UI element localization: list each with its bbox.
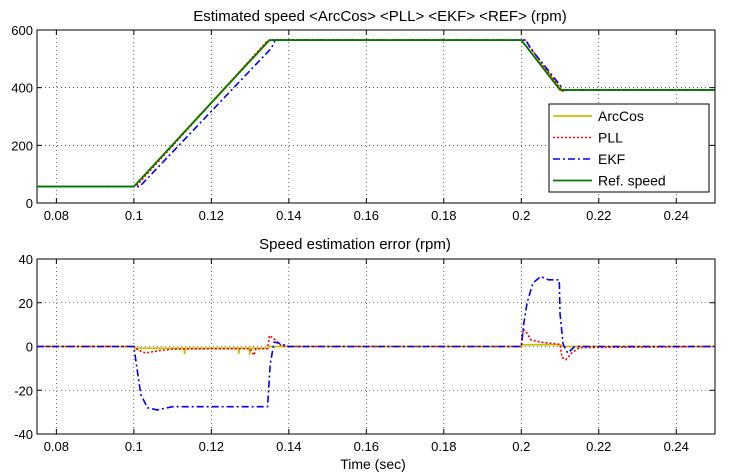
legend: ArcCos PLL EKF Ref. speed [548,103,710,193]
error-ytick-label: -20 [14,383,33,398]
speed-xtick-label: 0.16 [354,208,379,223]
error-ytick-label: -40 [14,427,33,442]
legend-label: Ref. speed [598,173,666,189]
speed-plot: Estimated speed <ArcCos> <PLL> <EKF> <RE… [11,8,716,223]
error-ytick-label: 0 [26,340,33,355]
error-xtick-label: 0.1 [125,439,143,454]
legend-label: EKF [598,151,625,167]
speed-ytick-label: 200 [11,138,33,153]
error-ytick-label: 20 [19,296,33,311]
error-xtick-label: 0.22 [586,439,611,454]
error-series-ekf [37,275,715,411]
speed-ytick-label: 400 [11,81,33,96]
error-plot-title: Speed estimation error (rpm) [259,236,451,253]
error-xtick-label: 0.24 [664,439,689,454]
error-xtick-label: 0.16 [354,439,379,454]
speed-plot-frame [36,29,716,204]
legend-label: PLL [598,130,623,146]
x-axis-label: Time (sec) [340,456,406,472]
speed-xtick-label: 0.24 [664,208,689,223]
error-xtick-label: 0.08 [44,439,69,454]
speed-series-ref-speed [37,39,715,188]
error-xtick-label: 0.12 [199,439,224,454]
speed-xtick-label: 0.22 [586,208,611,223]
speed-xtick-label: 0.14 [276,208,301,223]
error-plot: Speed estimation error (rpm) 0.08 0.1 0.12… [14,236,716,472]
legend-box [548,103,710,193]
speed-ytick-label: 600 [11,23,33,38]
error-xtick-label: 0.14 [276,439,301,454]
error-series-pll [37,328,716,361]
error-ytick-label: 40 [19,252,33,267]
legend-label: ArcCos [598,108,644,124]
speed-ytick-label: 0 [26,196,33,211]
error-xtick-label: 0.18 [431,439,456,454]
speed-xtick-label: 0.1 [125,208,143,223]
speed-plot-title: Estimated speed <ArcCos> <PLL> <EKF> <RE… [193,8,567,25]
speed-xtick-label: 0.2 [512,208,530,223]
speed-xtick-label: 0.08 [44,208,69,223]
speed-xtick-label: 0.12 [199,208,224,223]
speed-xtick-label: 0.18 [431,208,456,223]
error-xtick-label: 0.2 [512,439,530,454]
